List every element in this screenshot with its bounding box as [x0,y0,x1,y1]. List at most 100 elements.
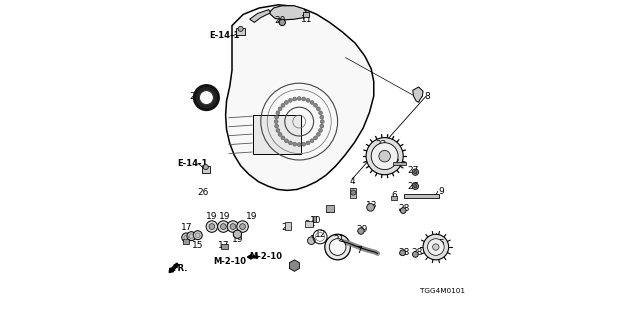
Text: 29: 29 [356,225,368,234]
Text: 8: 8 [424,92,430,101]
Text: 17: 17 [218,241,229,250]
Circle shape [321,120,324,124]
Text: 2: 2 [394,158,399,167]
Circle shape [230,224,236,229]
Circle shape [218,221,229,232]
Circle shape [379,150,390,162]
Text: 28: 28 [398,248,410,257]
Text: 28: 28 [398,204,410,213]
Circle shape [302,97,306,101]
Circle shape [195,85,219,110]
Circle shape [275,124,278,128]
Circle shape [281,103,285,107]
FancyArrow shape [247,255,258,259]
Text: 6: 6 [392,191,397,200]
Text: FR.: FR. [172,264,188,273]
Circle shape [274,120,278,124]
Circle shape [227,221,239,232]
Text: E-14-1: E-14-1 [209,31,239,40]
Circle shape [330,239,346,255]
Text: 19: 19 [206,212,218,221]
Circle shape [308,237,315,244]
Bar [326,205,334,212]
Text: 13: 13 [366,201,378,210]
Text: 9: 9 [438,187,444,196]
Text: 27: 27 [408,182,419,191]
Circle shape [319,111,323,115]
Circle shape [428,239,444,255]
Text: 17: 17 [180,223,192,232]
Text: 12: 12 [315,230,326,239]
Text: 21: 21 [333,235,344,244]
Text: 16: 16 [228,223,240,232]
Circle shape [351,190,356,195]
Circle shape [306,98,310,102]
Polygon shape [413,87,423,102]
Text: 19: 19 [246,212,258,221]
Bar [253,115,301,154]
Text: 11: 11 [301,15,312,24]
Text: 1: 1 [310,235,316,244]
Circle shape [413,252,419,257]
Circle shape [320,124,324,128]
Bar [404,194,439,198]
Text: 28: 28 [411,248,422,257]
FancyArrow shape [169,263,179,272]
Circle shape [401,208,406,213]
Text: 25: 25 [282,223,293,232]
Polygon shape [250,10,270,22]
Circle shape [238,26,243,31]
Text: 14: 14 [324,206,336,215]
Bar [202,166,210,173]
Circle shape [187,232,196,241]
Circle shape [240,224,246,229]
Circle shape [275,115,278,119]
Circle shape [278,132,282,136]
Circle shape [371,143,398,170]
Circle shape [310,100,314,104]
Text: M-2-10: M-2-10 [250,252,283,261]
Circle shape [182,233,191,242]
Circle shape [414,171,417,174]
Circle shape [204,164,209,170]
Text: TGG4M0101: TGG4M0101 [420,288,465,293]
Circle shape [316,107,320,111]
Bar [221,244,228,249]
Polygon shape [269,6,307,20]
Circle shape [314,103,317,107]
Circle shape [284,139,288,143]
Circle shape [284,100,288,104]
Bar [305,221,314,227]
Circle shape [358,228,364,234]
Bar [313,216,316,222]
Text: 3: 3 [350,188,355,197]
Bar [393,162,406,165]
Text: 7: 7 [356,246,362,255]
Text: 20: 20 [275,16,285,25]
Text: M-2-10: M-2-10 [213,257,246,266]
Circle shape [292,97,296,101]
Text: 10: 10 [310,216,322,225]
Bar [285,222,291,230]
Circle shape [319,129,323,132]
Circle shape [320,115,324,119]
Polygon shape [226,5,374,190]
Circle shape [289,98,292,102]
Circle shape [237,221,248,232]
Circle shape [297,143,301,147]
Circle shape [279,19,285,26]
Circle shape [302,142,306,146]
Text: 15: 15 [192,241,204,250]
Circle shape [220,224,227,229]
Bar [183,239,189,244]
Circle shape [292,142,296,146]
Circle shape [306,141,310,145]
Bar [350,188,356,198]
Circle shape [276,129,280,132]
Bar [391,196,397,200]
Bar [303,12,309,17]
Circle shape [200,91,214,105]
Text: 22: 22 [376,140,387,149]
Circle shape [414,185,417,188]
Circle shape [412,183,419,189]
